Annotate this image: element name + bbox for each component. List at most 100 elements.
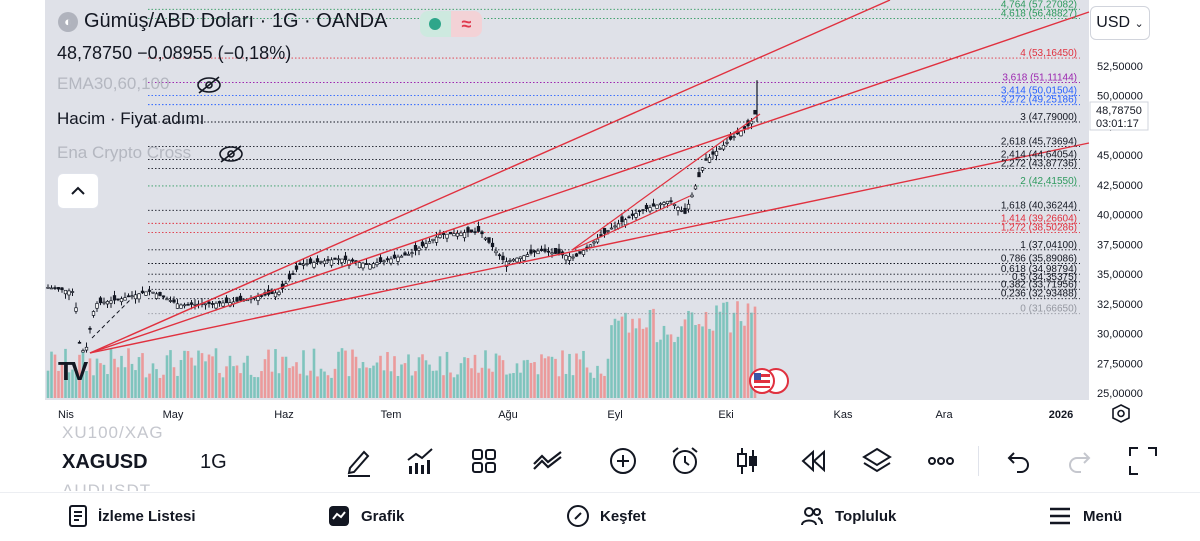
candle-body bbox=[305, 263, 309, 265]
volume-bar bbox=[603, 375, 606, 398]
replay-rewind-icon[interactable] bbox=[797, 444, 831, 478]
volume-bar bbox=[631, 318, 634, 398]
candle-type-icon[interactable] bbox=[730, 444, 764, 478]
redo-icon[interactable] bbox=[1064, 444, 1098, 478]
candle-body bbox=[238, 295, 243, 301]
eye-hidden-icon[interactable] bbox=[218, 144, 244, 164]
settings-hexagon-icon[interactable] bbox=[1112, 404, 1130, 423]
volume-bar bbox=[326, 375, 330, 398]
candle-body bbox=[567, 255, 572, 261]
fib-level-label: 1,272 (38,50286) bbox=[1001, 222, 1077, 233]
nav-menu[interactable]: Menü bbox=[1083, 508, 1123, 525]
volume-bar bbox=[151, 363, 155, 398]
plot-background[interactable] bbox=[45, 0, 1089, 400]
price-tick-label: 25,00000 bbox=[1097, 388, 1143, 400]
volume-bar bbox=[263, 359, 267, 398]
templates-grid-icon[interactable] bbox=[467, 444, 501, 478]
candle-body bbox=[193, 303, 197, 306]
candle-body bbox=[158, 292, 162, 296]
more-dots-icon[interactable] bbox=[924, 444, 958, 478]
indicator-volume[interactable]: Hacim · Fiyat adımı bbox=[57, 109, 205, 128]
candle-body bbox=[679, 210, 684, 212]
candle-body bbox=[445, 233, 449, 239]
compass-icon[interactable] bbox=[566, 504, 590, 528]
chart-area[interactable] bbox=[0, 0, 1200, 428]
previous-symbol[interactable]: XU100/XAG bbox=[62, 423, 164, 442]
volume-bar bbox=[67, 372, 71, 398]
volume-bar bbox=[554, 358, 557, 398]
trend-line-recent-2 bbox=[571, 195, 691, 251]
price-chart[interactable]: 52,5000050,0000047,5000045,0000042,50000… bbox=[0, 0, 1200, 428]
volume-bar bbox=[361, 362, 365, 398]
us-flag-events[interactable] bbox=[749, 368, 789, 394]
symbol-selector[interactable]: XAGUSD bbox=[62, 451, 148, 473]
watchlist-icon[interactable] bbox=[66, 504, 90, 528]
candle-body bbox=[385, 258, 390, 261]
symbol-title[interactable]: ◐ Gümüş/ABD Doları · 1G · OANDA bbox=[58, 10, 387, 33]
undo-icon[interactable] bbox=[1000, 444, 1034, 478]
fullscreen-icon[interactable] bbox=[1126, 444, 1160, 478]
collapse-legend-button[interactable] bbox=[57, 173, 99, 209]
candle-body bbox=[91, 311, 96, 316]
candle-body bbox=[658, 203, 663, 206]
price-tick-label: 42,50000 bbox=[1097, 180, 1143, 192]
candle-body bbox=[60, 287, 64, 291]
volume-bar bbox=[403, 363, 407, 398]
volume-bar bbox=[330, 377, 333, 398]
volume-bar bbox=[249, 374, 253, 398]
volume-bar bbox=[666, 334, 669, 398]
volume-bar bbox=[169, 350, 172, 398]
candle-body bbox=[662, 202, 666, 205]
candle-body bbox=[539, 248, 544, 251]
volume-bar bbox=[319, 368, 323, 398]
chart-icon[interactable] bbox=[327, 504, 351, 528]
candle-body bbox=[522, 255, 526, 261]
community-icon[interactable] bbox=[800, 504, 824, 528]
menu-hamburger-icon[interactable] bbox=[1048, 504, 1072, 528]
volume-bar bbox=[116, 367, 120, 398]
volume-bar bbox=[540, 354, 543, 398]
compare-icon[interactable] bbox=[531, 444, 565, 478]
candle-body bbox=[74, 307, 78, 312]
candle-body bbox=[700, 167, 705, 171]
trend-line-medium bbox=[89, 11, 1090, 354]
eye-hidden-icon[interactable] bbox=[196, 75, 222, 95]
volume-bar bbox=[638, 318, 641, 398]
indicator-ema[interactable]: EMA30,60,100 bbox=[57, 74, 222, 95]
draw-pencil-icon[interactable] bbox=[342, 444, 376, 478]
nav-chart[interactable]: Grafik bbox=[361, 508, 405, 525]
candle-body bbox=[623, 219, 628, 226]
time-axis[interactable] bbox=[45, 400, 1155, 428]
nav-watchlist[interactable]: İzleme Listesi bbox=[98, 508, 196, 525]
volume-bar bbox=[736, 301, 739, 398]
volume-bar bbox=[242, 362, 246, 398]
currency-button[interactable]: USD ⌄ bbox=[1090, 6, 1150, 40]
volume-bar bbox=[634, 328, 638, 398]
candle-body bbox=[95, 303, 99, 309]
candle-body bbox=[287, 273, 292, 280]
alarm-clock-icon[interactable] bbox=[668, 444, 702, 478]
indicator-ena[interactable]: Ena Crypto Cross bbox=[57, 143, 244, 164]
price-axis[interactable] bbox=[1089, 0, 1155, 400]
nav-community[interactable]: Topluluk bbox=[835, 508, 897, 525]
volume-bar bbox=[494, 353, 498, 398]
next-symbol[interactable]: AUDUSDT bbox=[62, 481, 152, 491]
volume-bar bbox=[452, 377, 456, 398]
timeframe-selector[interactable]: 1G bbox=[200, 451, 227, 473]
fib-level-label: 4,618 (56,48827) bbox=[1001, 9, 1077, 20]
candle-body bbox=[536, 250, 540, 255]
volume-bar bbox=[92, 375, 95, 398]
layers-icon[interactable] bbox=[860, 444, 894, 478]
volume-bar bbox=[536, 374, 540, 398]
indicators-icon[interactable] bbox=[404, 444, 438, 478]
market-status-pill[interactable]: ≈ bbox=[420, 11, 482, 37]
volume-bar bbox=[725, 301, 729, 398]
price-tick-label: 35,00000 bbox=[1097, 269, 1143, 281]
volume-bar bbox=[610, 325, 613, 398]
volume-bar bbox=[155, 369, 158, 398]
add-plus-icon[interactable] bbox=[606, 444, 640, 478]
nav-explore[interactable]: Keşfet bbox=[600, 508, 646, 525]
currency-label: USD bbox=[1096, 14, 1131, 31]
candle-body bbox=[609, 227, 614, 230]
candle-body bbox=[273, 292, 278, 298]
